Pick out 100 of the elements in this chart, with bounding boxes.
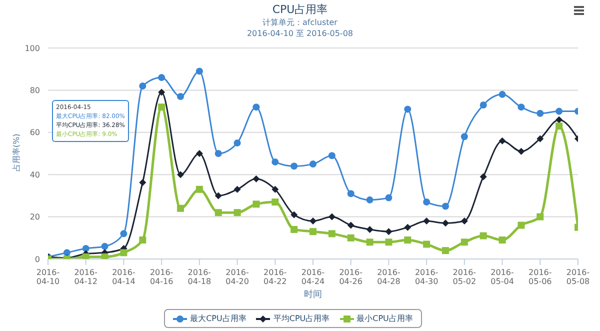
x-tick-label: 2016- 05-02	[452, 268, 476, 286]
y-tick-label: 60	[30, 128, 40, 138]
point	[366, 226, 374, 233]
point	[63, 249, 70, 256]
x-tick-label: 2016- 04-28	[377, 268, 400, 286]
point	[556, 108, 563, 115]
point	[366, 238, 374, 246]
point	[518, 104, 525, 111]
point	[480, 101, 487, 108]
x-tick-label: 2016- 05-08	[566, 268, 590, 286]
point	[480, 173, 487, 180]
x-tick-label: 2016- 04-22	[264, 268, 287, 286]
point	[404, 224, 412, 231]
point	[177, 204, 184, 212]
point	[498, 90, 506, 98]
x-tick-label: 2016- 05-06	[528, 268, 552, 286]
y-tick-label: 80	[30, 86, 40, 96]
point	[385, 228, 392, 236]
x-tick-label: 2016- 04-18	[188, 268, 212, 286]
x-tick-label: 2016- 05-04	[490, 268, 514, 286]
point	[196, 186, 203, 193]
legend-label: 最小CPU占用率	[356, 313, 413, 324]
point	[214, 209, 222, 216]
point	[234, 209, 241, 216]
point	[196, 150, 203, 157]
point	[120, 249, 128, 256]
point	[480, 232, 487, 240]
point	[196, 68, 203, 75]
x-tick-label: 2016- 04-30	[414, 268, 438, 286]
point	[536, 135, 544, 142]
chart-subtitle: 计算单元：afcluster 2016-04-10 至 2016-05-08	[246, 17, 354, 39]
point	[423, 198, 430, 206]
x-tick-label: 2016- 04-24	[301, 268, 325, 286]
point	[310, 218, 316, 225]
y-tick-label: 40	[30, 170, 40, 180]
point	[347, 190, 354, 198]
x-tick-label: 2016- 04-14	[112, 268, 136, 286]
point	[290, 162, 298, 170]
point	[290, 211, 298, 218]
point	[252, 200, 260, 208]
point	[442, 202, 449, 210]
point	[139, 82, 146, 90]
point	[536, 110, 544, 117]
point	[177, 171, 184, 178]
x-tick-label: 2016- 04-10	[36, 268, 60, 286]
point	[328, 230, 336, 238]
point	[423, 218, 430, 225]
point	[290, 226, 298, 233]
point	[423, 240, 430, 248]
point	[272, 158, 279, 166]
point	[252, 175, 260, 182]
point	[556, 122, 563, 130]
x-tick-label: 2016- 04-12	[74, 268, 98, 286]
x-tick-label: 2016- 04-26	[339, 268, 363, 286]
point	[366, 196, 374, 204]
point	[385, 238, 392, 246]
point	[460, 133, 468, 140]
point	[404, 106, 412, 113]
legend-label: 平均CPU占用率	[272, 313, 330, 324]
point	[460, 238, 468, 246]
point	[272, 186, 279, 193]
point	[556, 116, 563, 124]
point	[82, 253, 90, 259]
point	[328, 213, 336, 220]
point	[101, 242, 108, 250]
point	[498, 236, 506, 244]
point	[101, 253, 108, 259]
point	[460, 218, 468, 225]
y-axis-title: 占用率(%)	[12, 134, 21, 172]
point	[347, 222, 354, 229]
point	[158, 88, 166, 96]
point	[385, 194, 392, 202]
legend-label: 最大CPU占用率	[189, 313, 246, 324]
point	[82, 244, 90, 252]
point	[536, 213, 544, 220]
point	[442, 247, 449, 254]
point	[234, 139, 241, 146]
x-tick-label: 2016- 04-16	[150, 268, 174, 286]
point	[177, 93, 184, 100]
point	[518, 222, 525, 229]
point	[139, 236, 146, 244]
point	[310, 228, 316, 236]
y-tick-label: 100	[24, 44, 40, 53]
point	[252, 104, 260, 111]
point	[518, 148, 525, 155]
point	[404, 236, 412, 244]
point	[158, 104, 166, 111]
point	[158, 74, 166, 82]
chart-title: CPU占用率	[271, 2, 329, 17]
x-axis-title: 时间	[304, 289, 322, 300]
point	[310, 160, 316, 168]
point	[120, 230, 128, 238]
x-tick-label: 2016- 04-20	[226, 268, 250, 286]
point	[214, 192, 222, 200]
point	[234, 186, 241, 193]
point	[347, 234, 354, 242]
y-tick-label: 20	[30, 212, 40, 222]
point	[214, 150, 222, 157]
point	[328, 152, 336, 160]
point	[442, 220, 449, 227]
